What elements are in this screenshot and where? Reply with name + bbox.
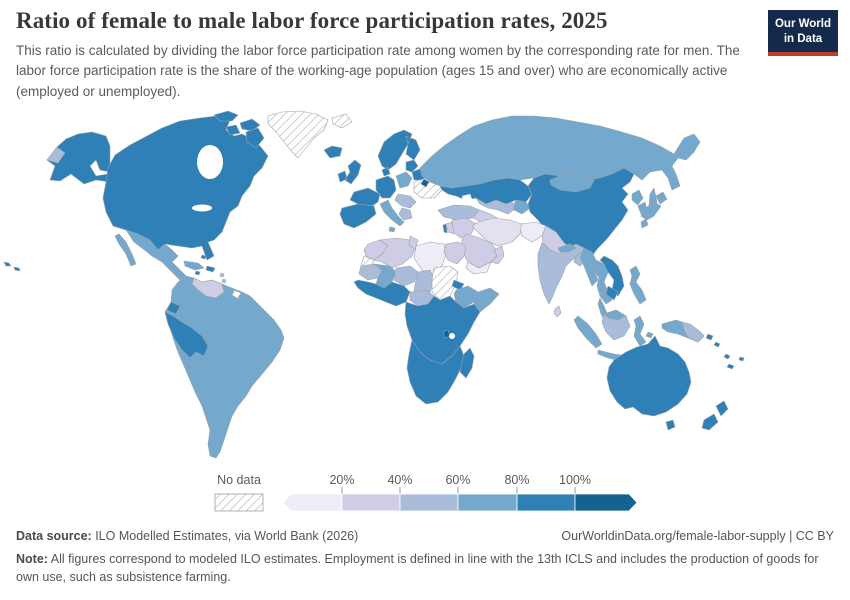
chart-header: Ratio of female to male labor force part… (16, 8, 761, 102)
region-png-east[interactable] (681, 321, 705, 343)
region-italy[interactable] (379, 199, 405, 233)
owid-link[interactable]: OurWorldinData.org/female-labor-supply |… (561, 529, 834, 543)
region-sumatra[interactable] (573, 315, 603, 349)
great-lakes (192, 204, 212, 212)
region-caribbean-specks[interactable] (194, 254, 207, 276)
map-legend: No data 20% 40% 60% 80% 100% (214, 473, 638, 512)
region-poland[interactable] (395, 171, 413, 189)
region-greece[interactable] (398, 207, 413, 221)
note-label: Note: (16, 552, 48, 566)
region-iran[interactable] (471, 217, 523, 247)
region-south-america[interactable] (164, 275, 285, 459)
region-greenland[interactable] (267, 110, 329, 159)
region-new-zealand[interactable] (701, 400, 729, 431)
legend-no-data-swatch[interactable] (214, 493, 264, 512)
owid-logo-line2: in Data (783, 32, 823, 45)
region-algeria[interactable] (373, 237, 417, 269)
legend-segment-40-60[interactable] (399, 493, 459, 512)
region-hawaii[interactable] (3, 261, 21, 272)
region-ecuador[interactable] (166, 301, 181, 315)
legend-tick-label-60: 60% (445, 473, 470, 487)
region-tasmania[interactable] (665, 419, 676, 431)
region-arctic-islands[interactable] (213, 110, 265, 149)
region-borneo-malaysia[interactable] (603, 309, 627, 321)
region-israel[interactable] (442, 223, 448, 234)
legend-tick-label-20: 20% (329, 473, 354, 487)
region-egypt[interactable] (443, 241, 467, 265)
region-somalia[interactable] (473, 287, 500, 313)
region-cuba[interactable] (183, 260, 205, 271)
data-source-text: ILO Modelled Estimates, via World Bank (… (91, 529, 359, 543)
legend-tick-label-80: 80% (504, 473, 529, 487)
region-north-america[interactable] (102, 115, 269, 261)
region-hispaniola[interactable] (205, 265, 216, 273)
legend-segment-20-40[interactable] (341, 493, 401, 512)
legend-tick-label-40: 40% (387, 473, 412, 487)
note-text: All figures correspond to modeled ILO es… (16, 552, 819, 585)
region-korea-north[interactable] (631, 189, 644, 206)
region-turkey[interactable] (437, 204, 480, 221)
region-jordan[interactable] (445, 221, 455, 235)
region-svalbard[interactable] (331, 113, 353, 129)
region-pacific-islands[interactable] (705, 333, 745, 370)
region-sulawesi[interactable] (633, 315, 647, 347)
region-australia[interactable] (606, 335, 692, 417)
legend-segment-over-100[interactable] (574, 493, 638, 512)
data-source: Data source: ILO Modelled Estimates, via… (16, 529, 358, 543)
region-kyrgyz-tajik[interactable] (513, 199, 531, 215)
data-source-label: Data source: (16, 529, 92, 543)
owid-logo[interactable]: Our World in Data (768, 10, 838, 56)
region-baja[interactable] (114, 233, 137, 267)
legend-no-data-label: No data (217, 473, 261, 487)
region-balkans[interactable] (394, 193, 417, 209)
region-myanmar[interactable] (579, 247, 599, 287)
legend-tick-label-100: 100% (559, 473, 591, 487)
region-europe-west[interactable] (337, 129, 429, 229)
region-nepal[interactable] (557, 243, 577, 253)
region-madagascar[interactable] (459, 347, 475, 379)
region-peru-bolivia[interactable] (164, 311, 209, 359)
region-japan[interactable] (640, 191, 668, 229)
page-title: Ratio of female to male labor force part… (16, 8, 608, 33)
chart-subtitle: This ratio is calculated by dividing the… (16, 43, 740, 99)
region-niger[interactable] (393, 265, 419, 287)
region-alaska[interactable] (46, 131, 111, 185)
chart-footer: Data source: ILO Modelled Estimates, via… (16, 529, 834, 586)
region-venezuela[interactable] (191, 277, 225, 299)
region-lesser-antilles[interactable] (219, 272, 227, 284)
legend-segment-under-20[interactable] (282, 493, 343, 512)
region-moldova[interactable] (420, 178, 430, 188)
lake-victoria (449, 333, 455, 339)
hudson-bay (197, 145, 223, 179)
legend-segment-80-100[interactable] (516, 493, 576, 512)
region-sri-lanka[interactable] (553, 305, 562, 318)
world-choropleth-map (3, 110, 745, 459)
region-french-guiana[interactable] (231, 289, 242, 300)
region-mongolia[interactable] (549, 173, 595, 193)
region-iceland[interactable] (323, 145, 343, 159)
region-cambodia[interactable] (605, 285, 619, 301)
region-alaska-west[interactable] (46, 146, 66, 164)
region-ethiopia[interactable] (453, 285, 479, 309)
region-oman[interactable] (490, 245, 505, 265)
region-libya[interactable] (413, 241, 447, 275)
region-afghanistan[interactable] (519, 221, 547, 243)
region-southern-africa[interactable] (406, 339, 465, 405)
region-yemen[interactable] (465, 261, 492, 275)
owid-logo-line1: Our World (774, 18, 831, 30)
region-philippines[interactable] (629, 265, 647, 305)
legend-segment-60-80[interactable] (457, 493, 518, 512)
